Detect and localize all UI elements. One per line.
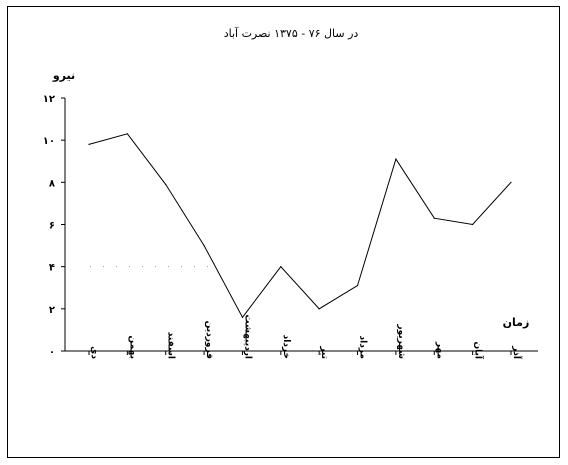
y-axis-label: نیرو — [52, 69, 75, 82]
data-point — [88, 144, 89, 145]
x-category-label: دی — [89, 346, 99, 359]
x-ticks: دی بهمن اسفند فروردین اردیبهشت خرداد تیر مرداد ش… — [89, 314, 523, 359]
y-tick-label: ۲ — [49, 305, 55, 316]
x-category-label: شهریور — [396, 323, 406, 359]
x-category-label: آبان — [473, 341, 485, 359]
x-category-label: فروردین — [204, 321, 214, 359]
x-category-label: بهمن — [127, 336, 137, 359]
y-tick-label: ۰ — [49, 347, 55, 358]
x-category-label: آذر — [511, 345, 523, 360]
data-point — [165, 184, 166, 185]
x-category-label: اسفند — [166, 332, 176, 359]
data-point — [510, 182, 511, 183]
data-point — [434, 218, 435, 219]
x-category-label: اردیبهشت — [242, 314, 252, 359]
series-polyline — [89, 134, 511, 317]
y-tick-label: ۴ — [49, 263, 55, 274]
x-category-label: مهر — [434, 341, 444, 359]
series-line — [88, 133, 511, 318]
y-tick-label: ۱۲ — [43, 94, 55, 105]
x-category-label: مرداد — [358, 336, 368, 360]
chart-frame: در سال ۷۶ - ۱۳۷۵ نصرت آباد نیرو زمان ۰ ۲ ۴… — [7, 6, 560, 458]
y-tick-label: ۸ — [49, 178, 55, 189]
data-point — [242, 317, 243, 318]
x-axis-label: زمان — [503, 316, 530, 329]
x-category-label: خرداد — [281, 335, 291, 359]
axes — [65, 98, 538, 351]
data-point — [472, 224, 473, 225]
y-tick-label: ۶ — [49, 221, 55, 232]
data-point — [319, 308, 320, 309]
data-point — [357, 285, 358, 286]
x-category-label: تیر — [319, 345, 329, 359]
data-point — [395, 159, 396, 160]
data-point — [280, 266, 281, 267]
y-ticks: ۰ ۲ ۴ ۶ ۸ ۱۰ ۱۲ — [43, 94, 65, 358]
line-chart: در سال ۷۶ - ۱۳۷۵ نصرت آباد نیرو زمان ۰ ۲ ۴… — [8, 7, 561, 459]
y-tick-label: ۱۰ — [43, 136, 55, 147]
chart-title: در سال ۷۶ - ۱۳۷۵ نصرت آباد — [224, 26, 359, 40]
data-point — [203, 245, 204, 246]
data-point — [127, 133, 128, 134]
